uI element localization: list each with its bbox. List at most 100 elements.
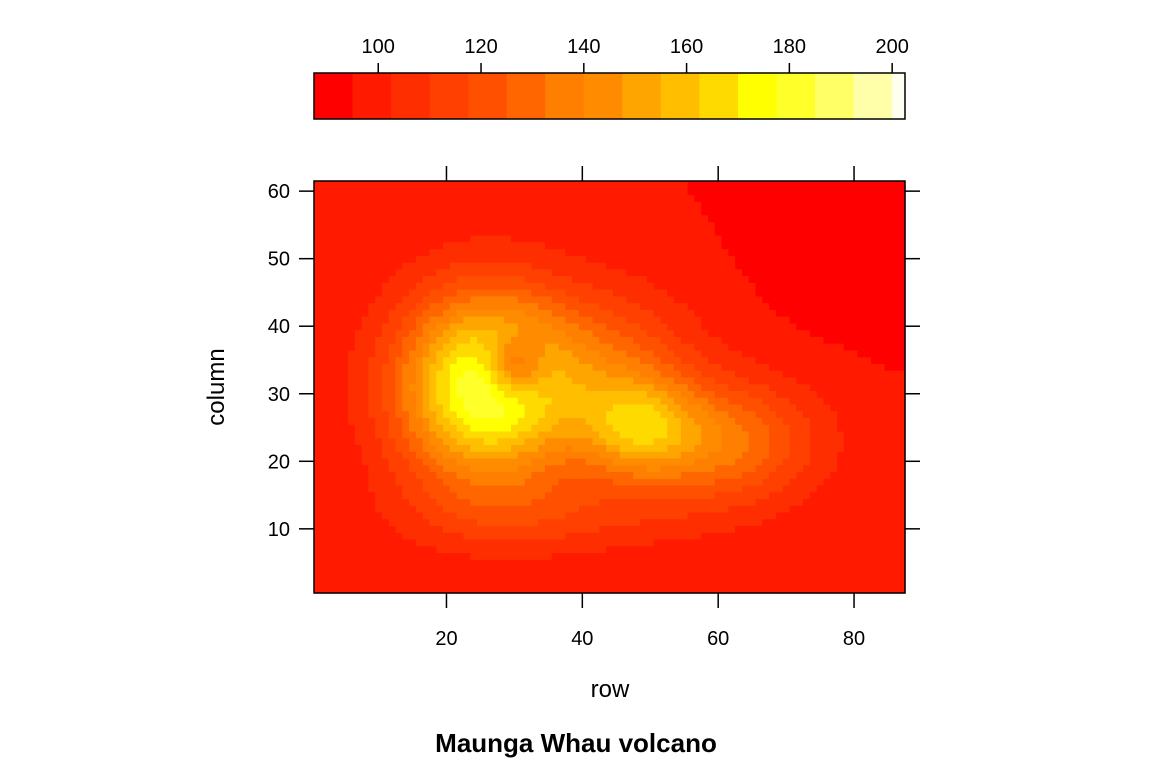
heatmap-cell (857, 586, 865, 594)
heatmap-cell (640, 275, 648, 283)
heatmap-cell (368, 511, 376, 520)
heatmap-cell (585, 572, 594, 581)
heatmap-cell (524, 538, 532, 547)
heatmap-cell (619, 228, 628, 236)
heatmap-cell (422, 383, 431, 391)
heatmap-cell (619, 370, 628, 378)
heatmap-cell (395, 187, 403, 196)
heatmap-cell (490, 410, 499, 418)
heatmap-cell (674, 498, 682, 506)
heatmap-cell (483, 491, 492, 500)
heatmap-cell (809, 559, 818, 567)
heatmap-cell (762, 471, 770, 479)
heatmap-cell (436, 484, 444, 493)
heatmap-cell (796, 181, 804, 189)
heatmap-cell (633, 262, 641, 270)
heatmap-cell (449, 228, 458, 236)
heatmap-cell (402, 221, 410, 229)
heatmap-cell (728, 572, 736, 581)
heatmap-cell (572, 444, 580, 452)
heatmap-cell (606, 390, 614, 398)
heatmap-cell (517, 295, 526, 304)
heatmap-cell (775, 430, 784, 439)
heatmap-cell (796, 343, 804, 351)
heatmap-cell (524, 356, 532, 364)
heatmap-cell (714, 511, 723, 520)
heatmap-cell (735, 437, 743, 446)
heatmap-cell (320, 241, 329, 250)
heatmap-cell (592, 417, 600, 425)
heatmap-cell (769, 511, 777, 520)
heatmap-cell (748, 424, 757, 432)
heatmap-cell (816, 316, 825, 324)
heatmap-cell (524, 329, 532, 337)
heatmap-cell (354, 424, 363, 432)
heatmap-cell (633, 545, 641, 554)
heatmap-cell (775, 370, 784, 378)
heatmap-cell (803, 295, 811, 304)
heatmap-cell (640, 376, 648, 385)
heatmap-cell (606, 545, 614, 554)
heatmap-cell (762, 228, 770, 236)
heatmap-cell (517, 187, 526, 196)
heatmap-cell (422, 403, 431, 412)
heatmap-cell (470, 579, 478, 587)
heatmap-cell (843, 201, 852, 209)
heatmap-cell (667, 572, 675, 581)
heatmap-cell (735, 538, 743, 547)
heatmap-cell (708, 262, 716, 270)
heatmap-cell (626, 559, 634, 567)
heatmap-cell (762, 538, 770, 547)
heatmap-cell (504, 194, 512, 202)
heatmap-cell (850, 498, 859, 506)
heatmap-cell (592, 444, 600, 452)
heatmap-cell (585, 586, 594, 594)
heatmap-cell (470, 532, 478, 540)
heatmap-cell (755, 397, 763, 405)
heatmap-cell (633, 370, 641, 378)
heatmap-cell (483, 241, 492, 250)
heatmap-cell (748, 390, 757, 398)
heatmap-cell (551, 518, 560, 527)
heatmap-cell (850, 208, 859, 216)
heatmap-cell (640, 511, 648, 520)
heatmap-cell (544, 336, 553, 344)
heatmap-cell (721, 565, 729, 574)
heatmap-cell (470, 181, 478, 189)
heatmap-cell (463, 586, 471, 594)
heatmap-cell (531, 383, 539, 391)
heatmap-cell (850, 214, 859, 223)
heatmap-cell (803, 552, 811, 560)
heatmap-cell (544, 228, 553, 236)
heatmap-cell (429, 518, 437, 527)
heatmap-cell (327, 302, 335, 310)
heatmap-cell (823, 343, 831, 351)
heatmap-cell (551, 451, 560, 459)
heatmap-cell (375, 511, 383, 520)
heatmap-cell (504, 376, 512, 385)
heatmap-cell (762, 498, 770, 506)
heatmap-cell (422, 214, 431, 223)
heatmap-cell (314, 322, 322, 331)
heatmap-cell (422, 187, 431, 196)
heatmap-cell (341, 424, 349, 432)
heatmap-cell (524, 194, 532, 202)
heatmap-cell (837, 525, 845, 533)
heatmap-cell (775, 255, 784, 263)
heatmap-cell (674, 565, 682, 574)
heatmap-cell (578, 322, 587, 331)
heatmap-cell (558, 295, 566, 304)
heatmap-cell (701, 214, 709, 223)
heatmap-cell (809, 268, 818, 277)
heatmap-cell (361, 316, 369, 324)
heatmap-cell (347, 248, 356, 256)
heatmap-cell (823, 181, 831, 189)
heatmap-cell (477, 410, 485, 418)
heatmap-cell (640, 457, 648, 466)
heatmap-cell (592, 471, 600, 479)
heatmap-cell (578, 255, 587, 263)
heatmap-cell (741, 329, 750, 337)
heatmap-cell (443, 268, 451, 277)
heatmap-cell (409, 478, 417, 486)
heatmap-cell (409, 370, 417, 378)
